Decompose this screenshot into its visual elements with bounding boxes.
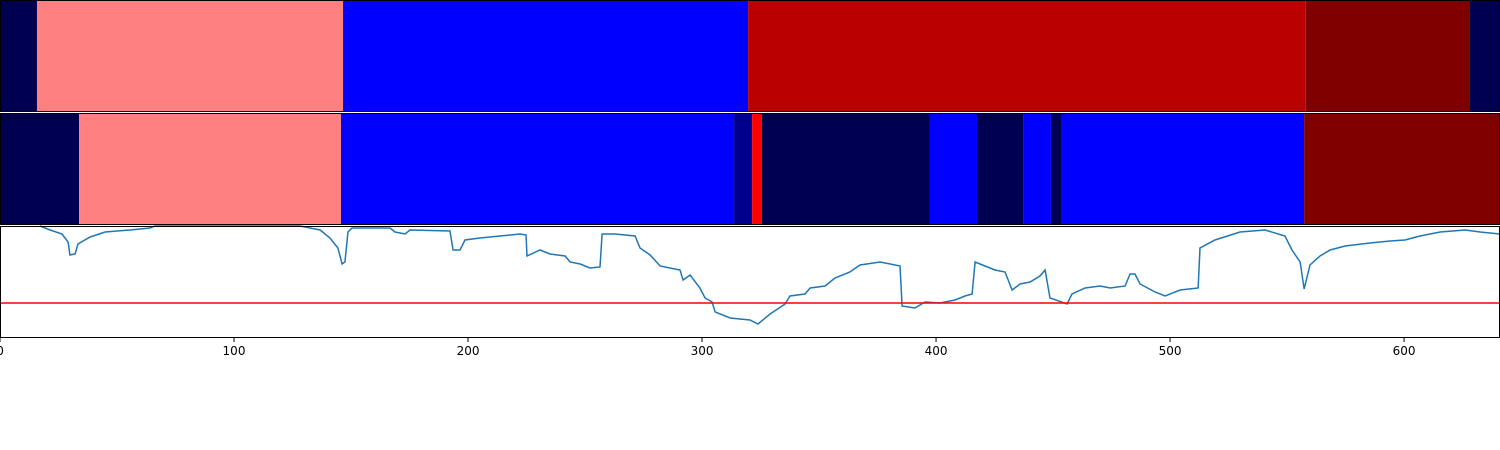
segment (1304, 113, 1500, 225)
segment (0, 113, 80, 225)
segment (340, 113, 735, 225)
segment (79, 113, 341, 225)
segment (343, 0, 749, 112)
segment (1050, 113, 1061, 225)
x-tick-label: 0 (0, 344, 4, 358)
data-line (39, 225, 1500, 325)
segment (1469, 0, 1500, 112)
segment (1305, 0, 1470, 112)
x-tick-label: 500 (1159, 344, 1182, 358)
segment (1060, 113, 1305, 225)
segment (976, 113, 1024, 225)
x-tick-label: 200 (457, 344, 480, 358)
segment (929, 113, 977, 225)
x-tick-label: 300 (691, 344, 714, 358)
x-tick-label: 600 (1393, 344, 1416, 358)
segment (0, 0, 37, 112)
x-tick-label: 100 (223, 344, 246, 358)
x-tick-label: 400 (925, 344, 948, 358)
segment (748, 0, 1306, 112)
panel-frame (0, 226, 1500, 338)
segment (761, 113, 930, 225)
segment (752, 113, 762, 225)
segment (36, 0, 344, 112)
segment (1023, 113, 1051, 225)
segment (734, 113, 753, 225)
